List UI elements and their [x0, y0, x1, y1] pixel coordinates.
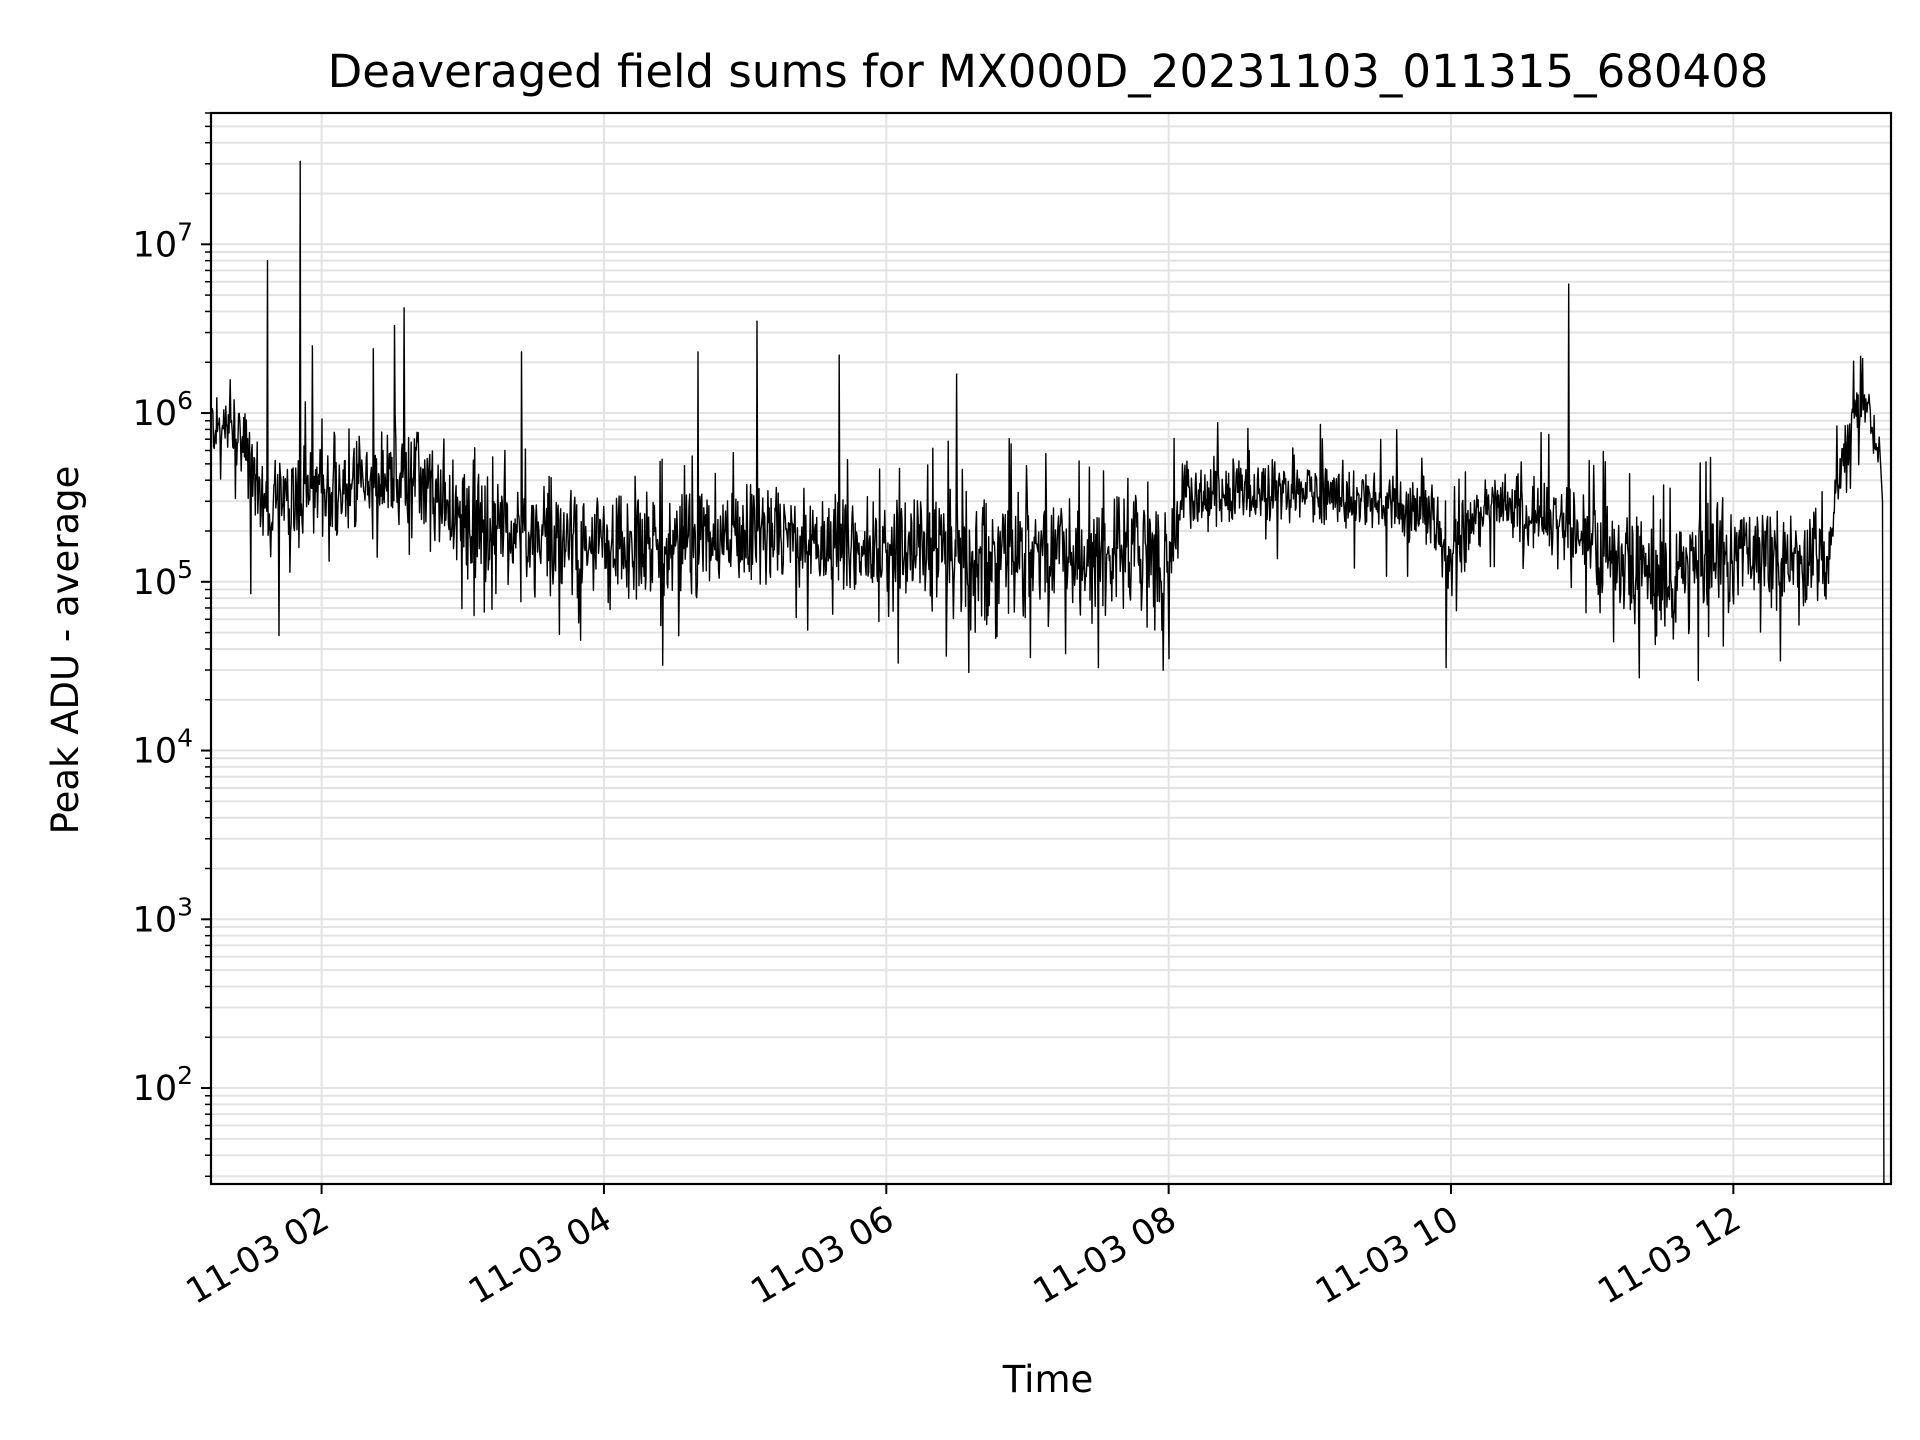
y-tick-label: 107	[133, 217, 193, 265]
x-tick-label: 11-03 10	[1309, 1199, 1465, 1312]
y-tick-label: 105	[133, 555, 193, 603]
spike-point	[372, 348, 374, 350]
y-tick-label: 103	[133, 892, 193, 940]
y-tick-label: 102	[133, 1061, 193, 1109]
x-tick-label: 11-03 02	[180, 1199, 336, 1312]
y-tick-label: 106	[133, 386, 193, 434]
spike-point	[956, 373, 958, 375]
spikes	[266, 160, 1864, 375]
spike-point	[311, 345, 313, 347]
spike-point	[403, 307, 405, 309]
chart-title: Deaveraged field sums for MX000D_2023110…	[328, 45, 1769, 98]
spike-point	[697, 351, 699, 353]
y-tick-label: 104	[133, 724, 193, 772]
y-axis: 102 103 104 105 106 107	[133, 112, 211, 1178]
series-line	[210, 160, 1885, 1185]
y-axis-label: Peak ADU - average	[44, 466, 87, 835]
x-tick-label: 11-03 08	[1027, 1199, 1183, 1312]
x-tick-label: 11-03 04	[462, 1199, 618, 1312]
x-tick-label: 11-03 06	[745, 1199, 901, 1312]
spike-point	[266, 260, 269, 262]
spike-point	[520, 351, 523, 353]
x-axis-label: Time	[1002, 1358, 1094, 1401]
spike-point	[1568, 283, 1570, 285]
grid	[211, 112, 1891, 1184]
x-tick-label: 11-03 12	[1592, 1199, 1748, 1312]
spike-point	[393, 324, 396, 327]
x-axis: 11-03 02 11-03 04 11-03 06 11-03 08 11-03 10…	[180, 1184, 1748, 1312]
spike-point	[1862, 358, 1864, 360]
spike-point	[299, 160, 302, 162]
spike-point	[838, 354, 840, 356]
spike-point	[756, 320, 758, 322]
